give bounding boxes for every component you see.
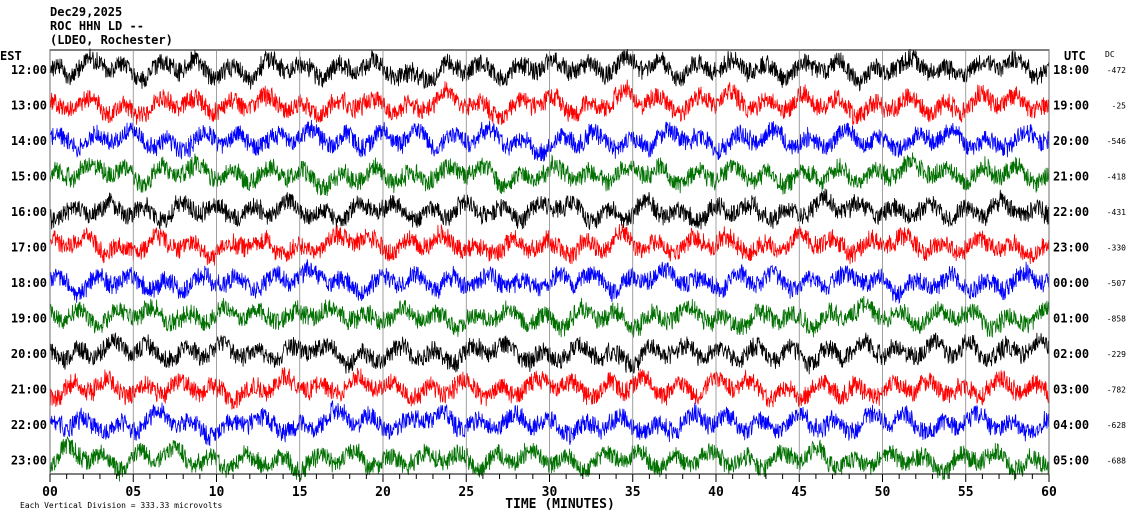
dc-offset-label: -330 [1107,244,1126,253]
est-time-label: 15:00 [11,170,47,184]
utc-time-label: 01:00 [1053,312,1089,326]
est-time-label: 22:00 [11,418,47,432]
dc-offset-label: -418 [1107,173,1126,182]
utc-time-label: 00:00 [1053,276,1089,290]
dc-offset-label: -688 [1107,457,1126,466]
est-time-label: 13:00 [11,99,47,113]
x-tick-label: 45 [791,485,807,500]
utc-time-label: 04:00 [1053,418,1089,432]
utc-time-label: 21:00 [1053,170,1089,184]
utc-time-label: 23:00 [1053,241,1089,255]
est-time-label: 23:00 [11,454,47,468]
dc-offset-label: -229 [1107,350,1126,359]
dc-offset-label: -546 [1107,137,1126,146]
dc-offset-label: -858 [1107,315,1126,324]
x-tick-label: 25 [458,485,474,500]
est-time-label: 20:00 [11,347,47,361]
x-tick-label: 15 [292,485,308,500]
est-time-label: 12:00 [11,63,47,77]
x-tick-label: 50 [875,485,891,500]
dc-offset-label: -782 [1107,386,1126,395]
network-label: (LDEO, Rochester) [50,33,173,47]
x-tick-label: 30 [542,485,558,500]
utc-time-label: 22:00 [1053,205,1089,219]
dc-offset-label: -472 [1107,66,1126,75]
dc-offset-label: -628 [1107,421,1126,430]
x-tick-label: 05 [125,485,141,500]
x-tick-label: 40 [708,485,724,500]
est-time-label: 21:00 [11,383,47,397]
station-label: ROC HHN LD -- [50,19,144,33]
est-time-label: 18:00 [11,276,47,290]
est-label: EST [0,49,22,63]
est-time-label: 16:00 [11,205,47,219]
utc-time-label: 02:00 [1053,347,1089,361]
utc-time-label: 03:00 [1053,383,1089,397]
x-tick-label: 55 [958,485,974,500]
dc-offset-label: -507 [1107,279,1126,288]
x-tick-label: 00 [42,485,58,500]
x-tick-label: 35 [625,485,641,500]
scale-note: Each Vertical Division = 333.33 microvol… [20,501,222,510]
date-label: Dec29,2025 [50,5,123,19]
dc-label: DC [1105,50,1115,59]
x-axis-label: TIME (MINUTES) [505,497,615,512]
utc-time-label: 19:00 [1053,99,1089,113]
utc-label: UTC [1064,49,1086,63]
x-tick-label: 60 [1041,485,1057,500]
dc-offset-label: -431 [1107,208,1126,217]
x-tick-label: 10 [209,485,225,500]
dc-offset-label: -25 [1112,102,1127,111]
est-time-label: 17:00 [11,241,47,255]
est-time-label: 19:00 [11,312,47,326]
utc-time-label: 18:00 [1053,63,1089,77]
est-time-label: 14:00 [11,134,47,148]
utc-time-label: 20:00 [1053,134,1089,148]
x-tick-label: 20 [375,485,391,500]
utc-time-label: 05:00 [1053,454,1089,468]
